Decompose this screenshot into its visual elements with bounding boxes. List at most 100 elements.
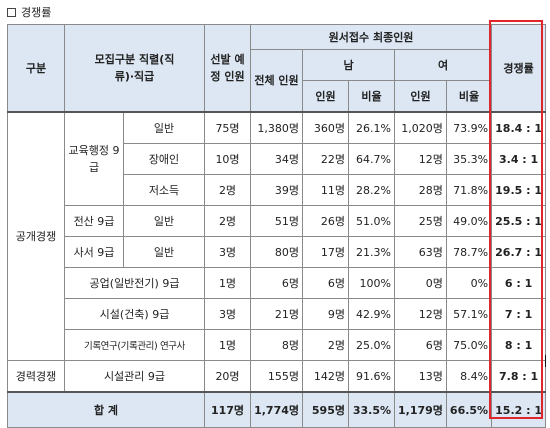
row-male-ratio: 51.0%	[348, 205, 395, 237]
total-competition: 15.2 : 1	[491, 391, 547, 428]
header-male: 남	[302, 49, 395, 81]
row-sub: 일반	[123, 236, 205, 268]
table-row: 경력경쟁 시설관리 9급 20명 155명 142명 91.6% 13명 8.4…	[7, 360, 547, 393]
row-total: 1,380명	[250, 111, 303, 144]
row-male: 26명	[302, 205, 349, 237]
row-competition: 3.4 : 1	[491, 143, 547, 175]
row-total: 6명	[250, 267, 303, 299]
header-male-count: 인원	[302, 80, 349, 113]
header-male-ratio: 비율	[348, 80, 395, 113]
total-female: 1,179명	[394, 391, 447, 428]
table-row: 전산 9급 일반 2명 51명 26명 51.0% 25명 49.0% 25.5…	[8, 205, 547, 237]
row-male-ratio: 26.1%	[348, 111, 395, 144]
row-planned: 3명	[204, 236, 251, 268]
header-row-2: 전체 인원 남 여	[8, 49, 546, 113]
row-male: 22명	[302, 143, 349, 175]
total-planned: 117명	[204, 391, 251, 428]
competition-rate-table: 구분 모집구분 직렬(직류)·직급 선발 예정 인원 원서접수 최종인원 경쟁률…	[7, 24, 547, 428]
table-row: 기록연구(기록관리) 연구사 1명 8명 2명 25.0% 6명 75.0% 8…	[8, 329, 547, 361]
row-competition: 7 : 1	[491, 298, 547, 330]
table-row: 공개경쟁 교육행정 9급 일반 75명 1,380명 360명 26.1% 1,…	[7, 111, 547, 361]
row-sub: 시설관리 9급	[64, 360, 205, 393]
row-total: 39명	[250, 174, 303, 206]
row-sub: 기록연구(기록관리) 연구사	[64, 329, 205, 361]
group-edu: 교육행정 9급	[64, 111, 124, 206]
row-male: 142명	[302, 360, 349, 393]
row-male-ratio: 42.9%	[348, 298, 395, 330]
header-applicants: 원서접수 최종인원	[249, 24, 493, 50]
row-competition: 7.8 : 1	[491, 360, 547, 393]
row-total: 21명	[250, 298, 303, 330]
table-row: 저소득 2명 39명 11명 28.2% 28명 71.8% 19.5 : 1	[8, 174, 547, 206]
total-male: 595명	[302, 391, 349, 428]
row-male: 6명	[302, 267, 349, 299]
row-female-ratio: 35.3%	[445, 143, 493, 175]
group-comp: 전산 9급	[64, 205, 124, 237]
row-planned: 2명	[204, 205, 251, 237]
row-competition: 26.7 : 1	[491, 236, 547, 268]
row-competition: 6 : 1	[491, 267, 547, 299]
row-female-ratio: 0%	[445, 267, 493, 299]
header-female: 여	[393, 49, 493, 81]
row-planned: 3명	[204, 298, 251, 330]
row-female-ratio: 75.0%	[445, 329, 493, 361]
row-sub: 장애인	[123, 143, 205, 175]
row-male-ratio: 100%	[348, 267, 395, 299]
caption-label: 경쟁률	[21, 6, 52, 19]
row-male: 360명	[302, 111, 349, 144]
row-total: 80명	[250, 236, 303, 268]
table-row: 공업(일반전기) 9급 1명 6명 6명 100% 0명 0% 6 : 1	[8, 267, 547, 299]
row-planned: 75명	[204, 111, 251, 144]
row-female: 28명	[394, 174, 447, 206]
row-female: 0명	[394, 267, 447, 299]
group-open: 공개경쟁	[7, 111, 65, 361]
row-male-ratio: 91.6%	[348, 360, 395, 393]
row-planned: 20명	[204, 360, 251, 393]
row-competition: 8 : 1	[491, 329, 547, 361]
row-sub: 시설(건축) 9급	[64, 298, 205, 330]
row-sub: 저소득	[123, 174, 205, 206]
row-total: 155명	[250, 360, 303, 393]
row-female: 1,020명	[394, 111, 447, 144]
total-row: 합 계 117명 1,774명 595명 33.5% 1,179명 66.5% …	[7, 391, 547, 428]
row-total: 34명	[250, 143, 303, 175]
row-female: 12명	[394, 298, 447, 330]
total-female-ratio: 66.5%	[445, 391, 493, 428]
row-male-ratio: 28.2%	[348, 174, 395, 206]
row-male-ratio: 64.7%	[348, 143, 395, 175]
row-female: 6명	[394, 329, 447, 361]
row-female-ratio: 78.7%	[445, 236, 493, 268]
header-female-count: 인원	[394, 80, 447, 113]
header-competition: 경쟁률	[491, 24, 547, 113]
header-row-3: 인원 비율 인원 비율	[8, 80, 546, 113]
row-sub: 공업(일반전기) 9급	[64, 267, 205, 299]
row-male-ratio: 21.3%	[348, 236, 395, 268]
group-career: 경력경쟁	[7, 360, 65, 393]
row-female-ratio: 73.9%	[445, 111, 493, 144]
total-label: 합 계	[7, 391, 205, 428]
table-caption: 경쟁률	[7, 4, 51, 20]
row-planned: 1명	[204, 329, 251, 361]
table-row: 사서 9급 일반 3명 80명 17명 21.3% 63명 78.7% 26.7…	[8, 236, 547, 268]
row-female: 63명	[394, 236, 447, 268]
row-total: 51명	[250, 205, 303, 237]
header-total: 전체 인원	[250, 49, 303, 113]
row-planned: 1명	[204, 267, 251, 299]
row-total: 8명	[250, 329, 303, 361]
row-planned: 10명	[204, 143, 251, 175]
row-competition: 25.5 : 1	[491, 205, 547, 237]
row-male-ratio: 25.0%	[348, 329, 395, 361]
row-female-ratio: 8.4%	[445, 360, 493, 393]
row-male: 17명	[302, 236, 349, 268]
header-row-1: 구분 모집구분 직렬(직류)·직급 선발 예정 인원 원서접수 최종인원 경쟁률	[7, 24, 547, 113]
row-female: 13명	[394, 360, 447, 393]
total-total: 1,774명	[250, 391, 303, 428]
row-female: 25명	[394, 205, 447, 237]
text-cursor	[545, 355, 546, 367]
row-female: 12명	[394, 143, 447, 175]
header-planned: 선발 예정 인원	[204, 24, 251, 113]
caption-checkbox[interactable]	[7, 7, 16, 17]
row-sub: 일반	[123, 205, 205, 237]
row-competition: 18.4 : 1	[491, 111, 547, 144]
row-female-ratio: 57.1%	[445, 298, 493, 330]
